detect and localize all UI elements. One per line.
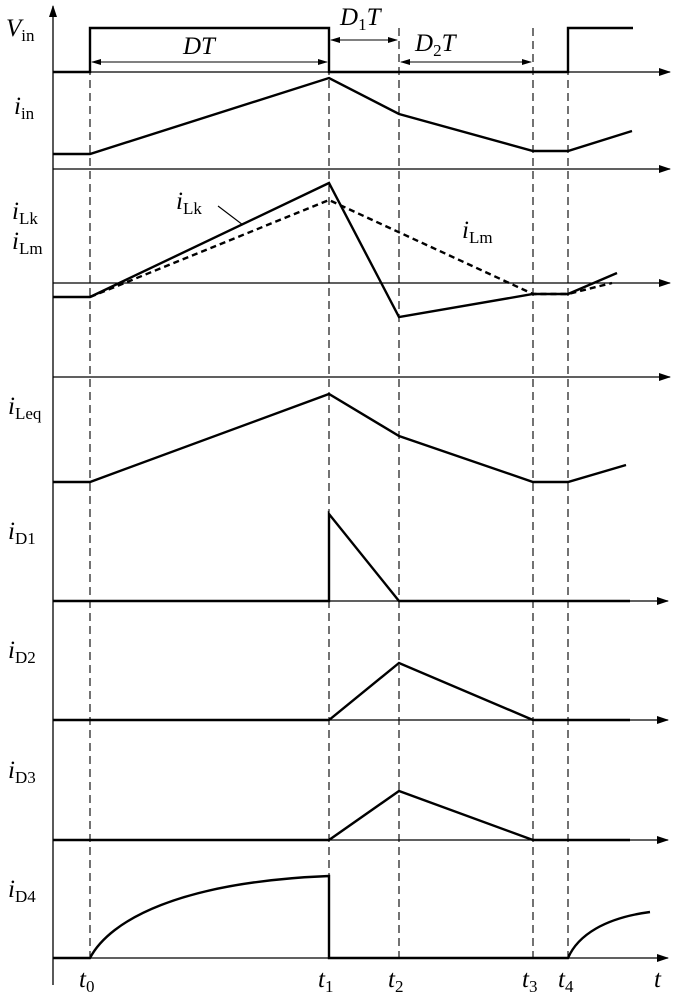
ilk-axis-label: iLk xyxy=(12,198,38,228)
id3-label: iD3 xyxy=(8,757,36,787)
ileq-waveform xyxy=(53,392,627,484)
d1t-label: D1T xyxy=(339,4,383,34)
time-axis-label: t xyxy=(654,966,662,993)
dt-label: DT xyxy=(182,33,217,60)
d2t-label: D2T xyxy=(414,30,458,60)
iin-label: iin xyxy=(14,93,35,123)
ileq-label: iLeq xyxy=(8,393,42,423)
t2-label: t2 xyxy=(388,966,403,996)
id3-waveform xyxy=(53,789,630,842)
vin-waveform xyxy=(53,26,633,74)
t0-label: t0 xyxy=(79,966,94,996)
ilm-waveform xyxy=(89,198,613,299)
vin-label: Vin xyxy=(6,15,35,45)
ilk-curve-label: iLk xyxy=(176,188,202,218)
iin-waveform xyxy=(53,76,633,156)
id2-waveform xyxy=(53,661,630,722)
id4-waveform xyxy=(53,874,651,960)
ilm-axis-label: iLm xyxy=(12,228,43,258)
t4-label: t4 xyxy=(558,966,574,996)
t1-label: t1 xyxy=(318,966,333,996)
t3-label: t3 xyxy=(522,966,537,996)
ilk-leader-line xyxy=(217,205,244,226)
id1-label: iD1 xyxy=(8,518,36,548)
ilm-curve-label: iLm xyxy=(462,217,493,247)
id1-waveform xyxy=(53,510,630,603)
id2-label: iD2 xyxy=(8,637,36,667)
id4-label: iD4 xyxy=(8,876,36,906)
